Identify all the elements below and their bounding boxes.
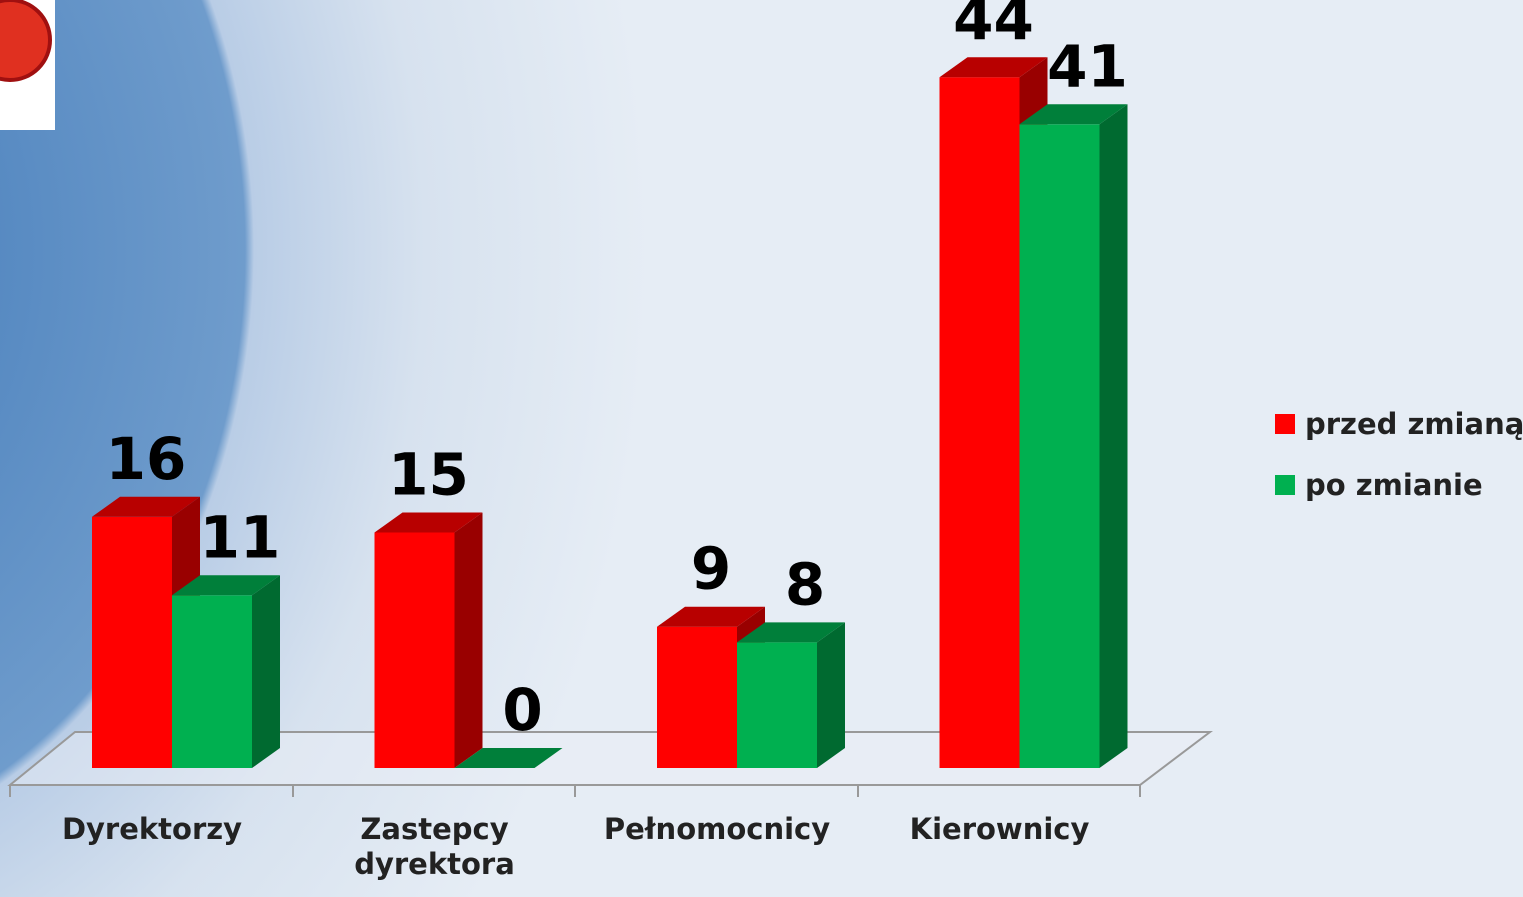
- data-label: 11: [200, 503, 281, 571]
- legend-label: po zmianie: [1305, 468, 1483, 502]
- bar-side: [252, 575, 280, 768]
- bar: [374, 532, 455, 768]
- legend-swatch: [1275, 475, 1295, 495]
- bar: [939, 77, 1020, 768]
- bar-side: [1099, 104, 1128, 769]
- bar-top: [92, 496, 200, 517]
- bar: [1019, 124, 1100, 769]
- bar-top: [374, 512, 483, 533]
- bar: [737, 642, 817, 768]
- data-label: 15: [388, 441, 469, 509]
- bar-top: [454, 748, 563, 768]
- x-tick-label: Dyrektorzy: [61, 812, 243, 846]
- bar-side: [454, 512, 483, 768]
- bar: [172, 595, 252, 768]
- bar-top: [1019, 104, 1128, 125]
- bar: [92, 516, 172, 768]
- logo: [0, 0, 52, 82]
- floor: [7, 731, 1213, 786]
- x-tick-label: Zastepcy dyrektora: [354, 812, 515, 881]
- data-label: 44: [953, 0, 1034, 53]
- bar: [657, 626, 737, 768]
- data-label: 0: [502, 676, 542, 744]
- data-label: 8: [785, 550, 825, 618]
- bar-top: [737, 622, 845, 643]
- bar-top: [939, 57, 1048, 78]
- data-label: 16: [106, 425, 187, 493]
- x-tick-label: Pełnomocnicy: [603, 812, 831, 846]
- data-label: 9: [691, 535, 731, 603]
- bar-side: [817, 622, 845, 768]
- bar-top: [657, 606, 765, 627]
- bar-top: [172, 575, 280, 596]
- legend-label: przed zmianą: [1305, 407, 1523, 441]
- x-tick-label: Kierownicy: [909, 812, 1090, 846]
- data-label: 41: [1047, 32, 1128, 100]
- legend-swatch: [1275, 414, 1295, 434]
